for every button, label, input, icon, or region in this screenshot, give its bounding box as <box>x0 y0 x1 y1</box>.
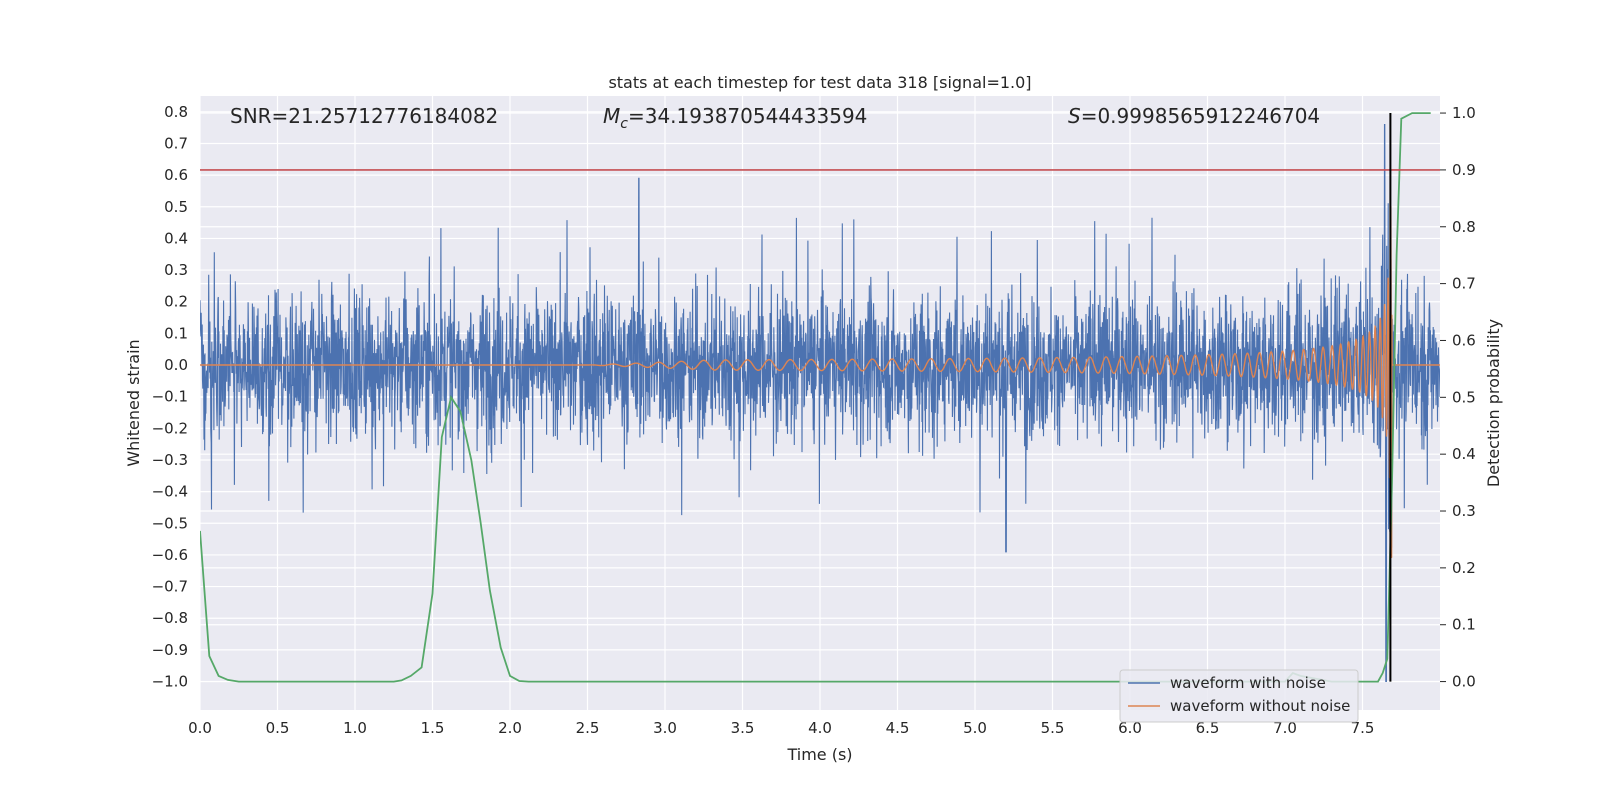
x-tick-label: 6.5 <box>1196 719 1220 737</box>
chirp-mass-stat: Mc=34.193870544433594 <box>603 104 867 132</box>
y-tick-label: 0.0 <box>164 356 188 374</box>
x-tick-label: 4.0 <box>808 719 832 737</box>
y2-tick-label: 0.4 <box>1452 445 1476 463</box>
y-tick-label: −1.0 <box>152 673 188 691</box>
chirp-mass-value: =34.193870544433594 <box>628 104 867 128</box>
x-tick-label: 2.0 <box>498 719 522 737</box>
series-noisy-waveform <box>200 123 1440 683</box>
y2-tick-label: 0.7 <box>1452 275 1476 293</box>
data-series <box>200 112 1440 683</box>
y-tick-label: −0.4 <box>152 483 188 501</box>
y2-tick-label: 0.9 <box>1452 161 1476 179</box>
y-tick-label: −0.2 <box>152 419 188 437</box>
y2-tick-label: 0.5 <box>1452 388 1476 406</box>
y2-tick-label: 0.3 <box>1452 502 1476 520</box>
y-tick-label: 0.4 <box>164 229 188 247</box>
y-tick-label: −0.3 <box>152 451 188 469</box>
x-tick-label: 4.5 <box>886 719 910 737</box>
y-tick-label: 0.7 <box>164 134 188 152</box>
chart-title: stats at each timestep for test data 318… <box>608 73 1031 92</box>
y-tick-label: 0.5 <box>164 198 188 216</box>
y2-tick-label: 0.2 <box>1452 559 1476 577</box>
y2-tick-label: 0.0 <box>1452 673 1476 691</box>
legend-box <box>1119 669 1359 723</box>
x-tick-label: 0.0 <box>188 719 212 737</box>
snr-stat: SNR=21.25712776184082 <box>230 104 498 128</box>
x-tick-label: 1.0 <box>343 719 367 737</box>
y-tick-label: 0.8 <box>164 103 188 121</box>
grid <box>199 96 1440 710</box>
chirp-mass-symbol: M <box>603 104 620 128</box>
x-axis-label: Time (s) <box>786 745 852 764</box>
y2-axis-label: Detection probability <box>1484 319 1503 487</box>
y-tick-label: −0.5 <box>152 514 188 532</box>
y2-tick-label: 0.8 <box>1452 218 1476 236</box>
x-tick-label: 2.5 <box>576 719 600 737</box>
x-tick-label: 6.0 <box>1118 719 1142 737</box>
tick-labels: 0.0 0.5 1.0 1.5 2.0 2.5 3.0 3.5 4.0 4.5 5.0 5.5 6.0 6… <box>152 103 1476 737</box>
x-tick-label: 7.5 <box>1351 719 1375 737</box>
y-tick-label: −0.1 <box>152 388 188 406</box>
x-tick-label: 7.0 <box>1273 719 1297 737</box>
y2-tick-label: 1.0 <box>1452 104 1476 122</box>
legend-label-clean: waveform without noise <box>1170 697 1350 715</box>
detection-score-stat: S=0.9998565912246704 <box>1068 104 1320 128</box>
y2-tick-label: 0.6 <box>1452 331 1476 349</box>
y2-tick-label: 0.1 <box>1452 616 1476 634</box>
legend: waveform with noise waveform without noi… <box>1119 669 1359 723</box>
y-tick-label: −0.7 <box>152 578 188 596</box>
chirp-mass-subscript: c <box>620 116 628 132</box>
series-clean-waveform <box>200 206 1440 559</box>
y-tick-label: 0.3 <box>164 261 188 279</box>
y-tick-label: 0.1 <box>164 324 188 342</box>
x-tick-label: 3.0 <box>653 719 677 737</box>
y-axis-label: Whitened strain <box>124 339 143 466</box>
y-tick-label: −0.9 <box>152 641 188 659</box>
legend-label-noisy: waveform with noise <box>1170 674 1326 692</box>
y-tick-label: −0.6 <box>152 546 188 564</box>
x-tick-label: 0.5 <box>266 719 290 737</box>
x-tick-label: 5.5 <box>1041 719 1065 737</box>
detection-score-symbol: S <box>1068 104 1081 128</box>
y-tick-label: −0.8 <box>152 609 188 627</box>
y-tick-label: 0.6 <box>164 166 188 184</box>
y-tick-label: 0.2 <box>164 293 188 311</box>
x-tick-label: 3.5 <box>731 719 755 737</box>
x-tick-label: 5.0 <box>963 719 987 737</box>
x-tick-label: 1.5 <box>421 719 445 737</box>
series-detection-probability <box>200 112 1431 683</box>
detection-score-value: =0.9998565912246704 <box>1081 104 1320 128</box>
